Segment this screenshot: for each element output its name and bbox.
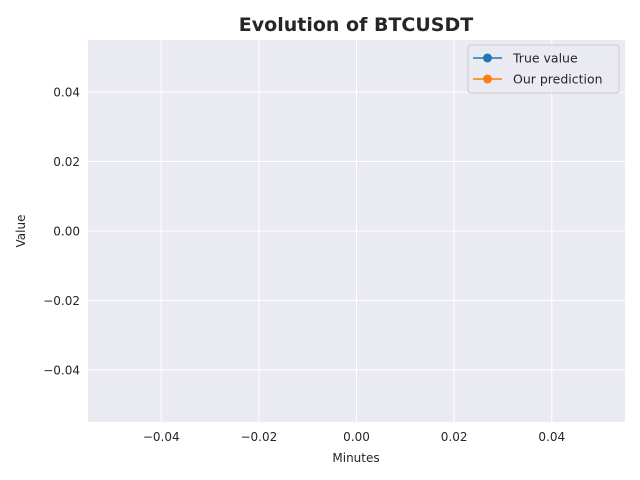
x-tick-label: 0.00	[343, 430, 370, 444]
x-tick-labels: −0.04 −0.02 0.00 0.02 0.04	[143, 430, 565, 444]
y-tick-label: 0.04	[53, 86, 80, 100]
legend-marker	[483, 53, 492, 63]
x-axis-label: Minutes	[332, 451, 379, 465]
y-tick-label: 0.02	[53, 155, 80, 169]
legend-label: Our prediction	[513, 72, 603, 87]
legend-box	[467, 44, 620, 94]
y-tick-labels: −0.04 −0.02 0.00 0.02 0.04	[43, 86, 80, 378]
y-tick-label: 0.00	[53, 225, 80, 239]
x-tick-label: −0.02	[240, 430, 277, 444]
legend-label: True value	[512, 51, 578, 66]
chart-title: Evolution of BTCUSDT	[239, 14, 473, 36]
y-axis-label: Value	[14, 215, 28, 248]
legend-marker	[483, 74, 492, 84]
x-tick-label: 0.02	[441, 430, 468, 444]
x-tick-label: −0.04	[143, 430, 180, 444]
legend: True value Our prediction	[467, 44, 620, 94]
y-tick-label: −0.02	[43, 294, 80, 308]
y-tick-label: −0.04	[43, 363, 80, 377]
x-tick-label: 0.04	[538, 430, 565, 444]
